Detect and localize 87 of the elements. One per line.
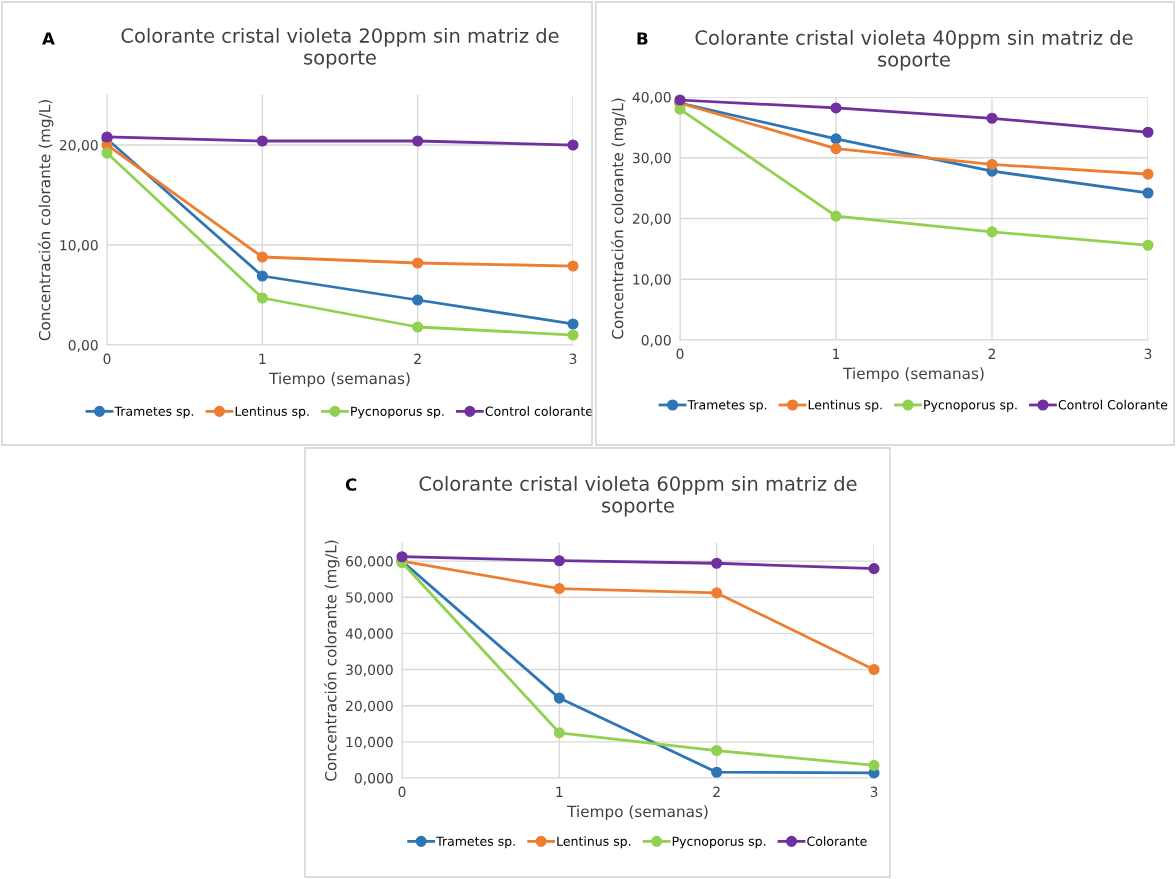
legend-label: Trametes sp. — [436, 836, 515, 849]
y-tick-label: 0,000 — [354, 772, 393, 785]
point — [412, 294, 424, 306]
point — [1142, 239, 1154, 251]
point — [1142, 168, 1154, 180]
y-tick-label: 30,00 — [632, 152, 671, 165]
x-tick-label: 3 — [569, 353, 577, 365]
point — [830, 133, 842, 145]
point — [1142, 126, 1154, 138]
point — [567, 329, 579, 341]
x-tick-label: 1 — [259, 353, 266, 364]
legend-label: Control colorante — [485, 406, 593, 416]
y-tick-label: 10,00 — [60, 239, 98, 252]
x-tick-label: 1 — [833, 348, 840, 359]
x-tick-label: 2 — [988, 348, 996, 359]
x-axis-title: Tiempo (semanas) — [567, 805, 708, 821]
point — [412, 321, 424, 333]
legend-label: Lentinus sp. — [808, 399, 882, 412]
point — [711, 587, 723, 599]
y-tick-label: 40,000 — [345, 628, 393, 641]
y-axis-title: Concentración colorante (mg/L) — [324, 540, 340, 781]
y-tick-label: 40,00 — [632, 91, 671, 104]
point — [830, 210, 842, 222]
point — [256, 251, 268, 263]
point — [553, 582, 565, 595]
legend-label: Pycnoporus sp. — [672, 836, 766, 849]
point — [868, 563, 880, 575]
legend-label: Control Colorante — [1058, 399, 1168, 410]
point — [256, 135, 268, 147]
point — [711, 557, 723, 569]
x-axis-title: Tiempo (semanas) — [843, 367, 984, 383]
point — [567, 260, 579, 272]
x-tick-label: 3 — [1144, 348, 1152, 360]
x-axis-title: Tiempo (semanas) — [269, 372, 410, 388]
x-tick-label: 2 — [713, 786, 720, 797]
point — [101, 147, 113, 159]
y-tick-label: 60,000 — [346, 556, 393, 568]
y-tick-label: 30,000 — [346, 664, 393, 677]
point — [553, 692, 565, 704]
y-tick-label: 20,000 — [346, 700, 393, 713]
legend-label: Colorante — [807, 836, 867, 846]
text: A — [42, 32, 55, 45]
point — [412, 257, 424, 269]
point — [553, 727, 565, 739]
x-tick-label: 1 — [556, 786, 563, 797]
point — [830, 143, 842, 155]
text: B — [637, 32, 648, 45]
point — [868, 759, 880, 771]
legend-label: Trametes sp. — [114, 406, 194, 419]
y-tick-label: 20,00 — [59, 139, 98, 152]
y-axis-title: Concentración colorante (mg/L) — [37, 100, 54, 341]
point — [567, 139, 579, 151]
point — [986, 112, 998, 124]
text: C — [345, 478, 357, 491]
legend-label: Lentinus sp. — [235, 406, 309, 419]
point — [1142, 187, 1154, 199]
point — [830, 102, 842, 114]
point — [256, 270, 268, 282]
y-axis-title: Concentración colorante (mg/L) — [610, 98, 627, 339]
point — [986, 158, 998, 170]
y-tick-label: 20,00 — [632, 213, 671, 226]
legend-label: Pycnoporus sp. — [351, 406, 444, 419]
x-tick-label: 2 — [414, 353, 421, 364]
legend-label: Lentinus sp. — [557, 836, 631, 849]
point — [711, 766, 723, 778]
y-tick-label: 0,00 — [68, 339, 98, 352]
x-tick-label: 3 — [870, 786, 878, 798]
y-tick-label: 10,000 — [346, 736, 393, 749]
chart-title: Colorante cristal violeta 60ppm sin matriz de soporte — [419, 475, 857, 517]
point — [711, 744, 723, 757]
point — [868, 663, 880, 676]
legend-label: Pycnoporus sp. — [924, 400, 1017, 412]
point — [396, 551, 408, 563]
point — [567, 318, 579, 330]
y-tick-label: 10,00 — [633, 274, 671, 287]
point — [553, 555, 565, 567]
x-tick-label: 0 — [103, 353, 111, 365]
y-tick-label: 0,00 — [641, 334, 671, 347]
y-tick-label: 50,000 — [346, 592, 393, 605]
point — [412, 135, 424, 147]
point — [986, 226, 998, 238]
legend-label: Trametes sp. — [687, 400, 767, 412]
x-tick-label: 0 — [676, 348, 684, 360]
chart-title: Colorante cristal violeta 40ppm sin matriz de soporte — [695, 29, 1133, 71]
chart-title: Colorante cristal violeta 20ppm sin matriz de soporte — [121, 27, 559, 69]
x-tick-label: 0 — [398, 786, 406, 798]
point — [256, 292, 268, 304]
